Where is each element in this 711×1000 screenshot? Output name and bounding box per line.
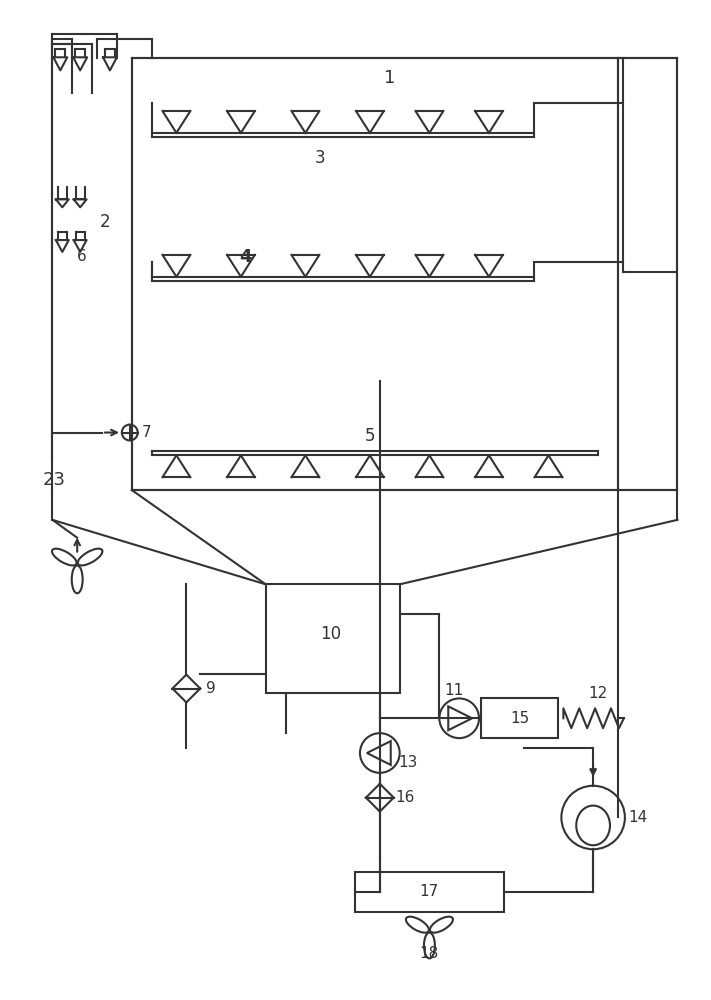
Text: 3: 3 (315, 149, 326, 167)
Text: 14: 14 (628, 810, 648, 825)
Text: 7: 7 (141, 425, 151, 440)
Bar (481, 698, 558, 738)
Text: 1: 1 (384, 69, 395, 87)
Bar (266, 584, 400, 693)
Bar (355, 872, 504, 912)
Text: 5: 5 (365, 427, 375, 445)
Text: 23: 23 (43, 471, 66, 489)
Text: 16: 16 (395, 790, 415, 805)
Text: 11: 11 (444, 683, 464, 698)
Text: 15: 15 (510, 711, 529, 726)
Text: 9: 9 (206, 681, 216, 696)
Text: 18: 18 (419, 946, 439, 961)
Text: 13: 13 (398, 755, 417, 770)
Text: 17: 17 (419, 884, 439, 899)
Text: 10: 10 (320, 625, 341, 643)
Text: 12: 12 (589, 686, 608, 701)
Text: 2: 2 (100, 213, 110, 231)
Text: 6: 6 (77, 249, 87, 264)
Text: 4: 4 (240, 248, 252, 266)
